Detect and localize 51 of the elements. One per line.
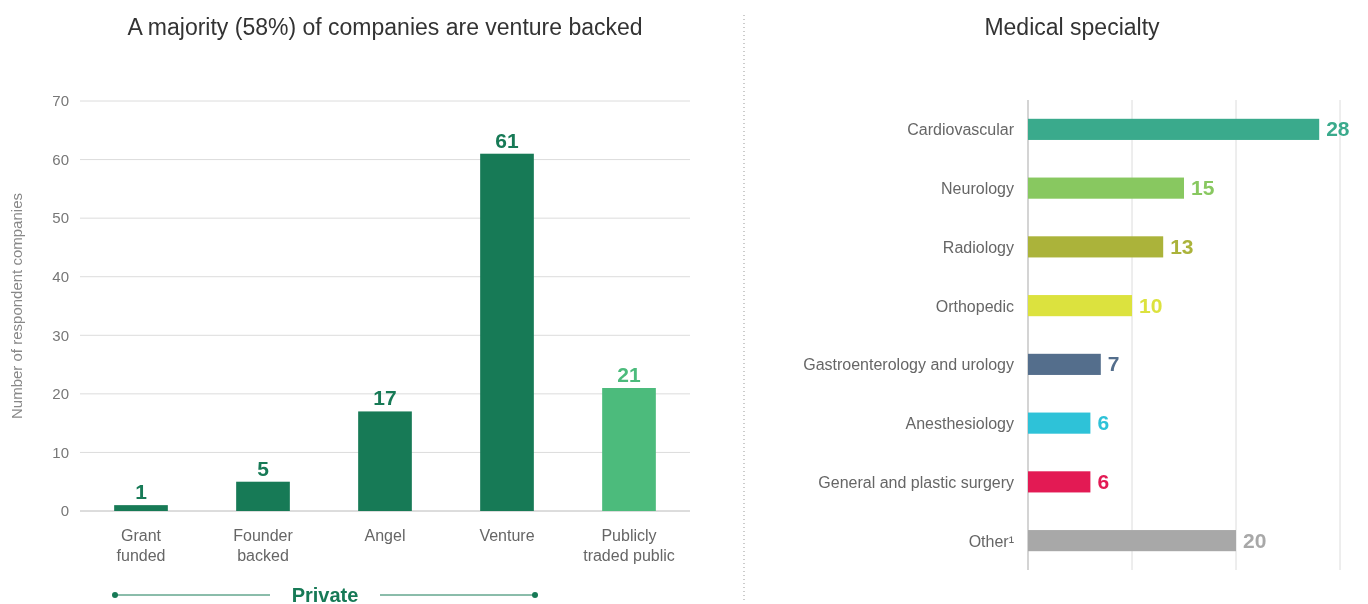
y-axis-title: Number of respondent companies — [8, 193, 25, 419]
y-tick-label: 10 — [52, 443, 69, 461]
bar — [358, 411, 412, 511]
y-tick-label: Other¹ — [968, 532, 1014, 550]
bar — [1028, 295, 1132, 317]
y-tick-label: 40 — [52, 268, 69, 286]
y-tick-label: Orthopedic — [935, 297, 1014, 315]
bar — [1028, 236, 1164, 258]
y-tick-label: Anesthesiology — [905, 415, 1014, 433]
bar — [1028, 530, 1236, 552]
x-tick-label: Publicly traded public — [583, 527, 675, 564]
data-label: 61 — [495, 128, 519, 152]
y-tick-label: 0 — [60, 502, 69, 520]
x-tick-label: Founder backed — [233, 527, 294, 564]
bar — [602, 388, 656, 511]
x-tick-label: Angel — [364, 527, 406, 544]
data-label: 7 — [1107, 352, 1120, 376]
data-label: 17 — [373, 386, 397, 410]
data-label: 10 — [1139, 293, 1163, 317]
data-label: 20 — [1243, 528, 1267, 552]
y-tick-label: 70 — [52, 92, 69, 110]
y-tick-label: Gastroenterology and urology — [803, 356, 1014, 374]
bar — [1028, 118, 1320, 140]
x-tick-label: Venture — [479, 527, 535, 544]
data-label: 13 — [1170, 234, 1194, 258]
bar — [1028, 353, 1101, 375]
y-tick-label: 50 — [52, 209, 69, 227]
x-tick-label: Grant funded — [116, 527, 166, 564]
data-label: 6 — [1097, 411, 1110, 435]
data-label: 15 — [1191, 176, 1215, 200]
bar — [1028, 412, 1091, 434]
bar — [1028, 177, 1184, 199]
y-tick-label: 30 — [52, 326, 69, 344]
bar — [1028, 471, 1091, 493]
bar — [236, 481, 290, 511]
data-label: 28 — [1326, 117, 1350, 141]
y-tick-label: Cardiovascular — [907, 121, 1015, 139]
chart-title: Medical specialty — [984, 14, 1161, 40]
bar — [480, 153, 534, 511]
chart-title: A majority (58%) of companies are venture backed — [127, 14, 643, 40]
text: Private — [291, 584, 359, 604]
bar — [114, 505, 168, 511]
data-label: 21 — [617, 363, 641, 386]
data-label: 1 — [135, 480, 148, 504]
y-tick-label: 60 — [52, 150, 69, 168]
data-label: 6 — [1097, 469, 1110, 493]
y-tick-label: Neurology — [941, 180, 1014, 198]
y-tick-label: Radiology — [942, 238, 1014, 256]
y-tick-label: General and plastic surgery — [818, 473, 1014, 491]
data-label: 5 — [257, 456, 270, 480]
y-tick-label: 20 — [52, 385, 69, 403]
